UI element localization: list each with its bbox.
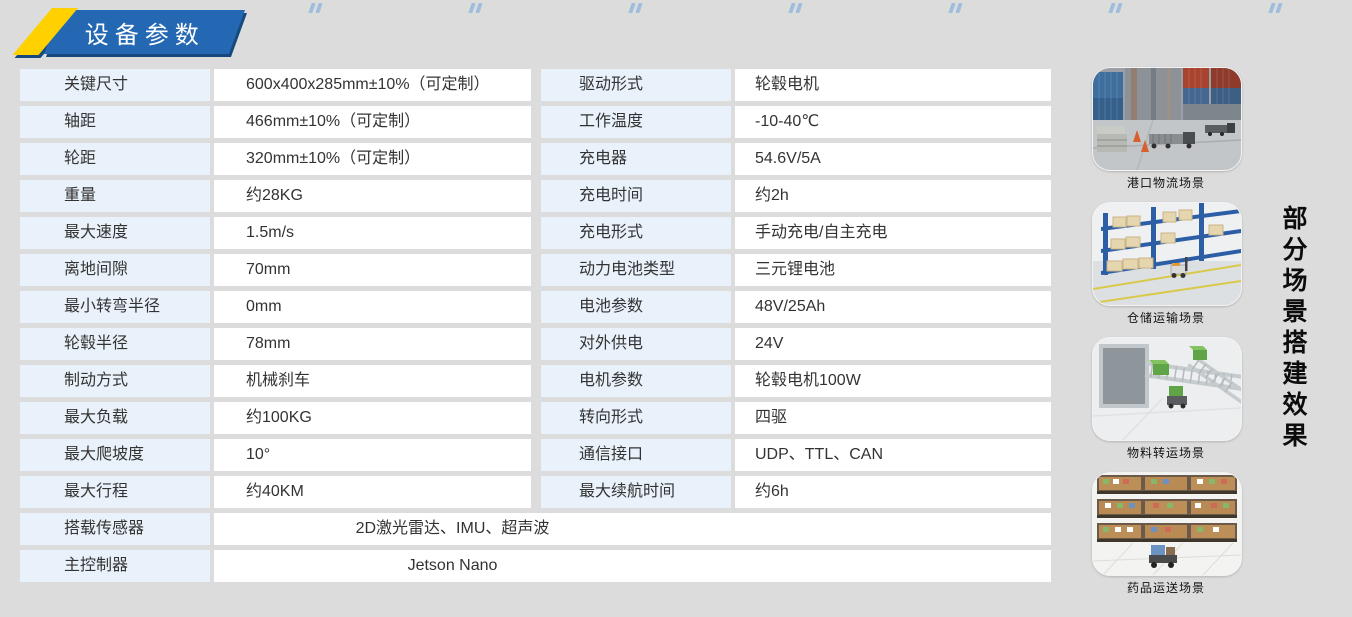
table-row: 制动方式 机械刹车 电机参数 轮毂电机100W <box>20 365 1051 397</box>
port-logistics-image <box>1092 67 1242 171</box>
spec-value: 1.5m/s <box>214 217 531 249</box>
spec-value: 四驱 <box>735 402 1051 434</box>
spec-label: 关键尺寸 <box>20 69 210 101</box>
spec-label: 搭载传感器 <box>20 513 210 545</box>
spec-label: 重量 <box>20 180 210 212</box>
spec-value: 轮毂电机 <box>735 69 1051 101</box>
scene-card: 港口物流场景 <box>1092 67 1242 191</box>
spec-value: 机械刹车 <box>214 365 531 397</box>
table-row: 最小转弯半径 0mm 电池参数 48V/25Ah <box>20 291 1051 323</box>
spec-value: 约100KG <box>214 402 531 434</box>
spec-label: 制动方式 <box>20 365 210 397</box>
spec-value: 466mm±10%（可定制） <box>214 106 531 138</box>
quote-mark-icon <box>308 0 324 13</box>
table-row: 最大爬坡度 10° 通信接口 UDP、TTL、CAN <box>20 439 1051 471</box>
spec-label: 通信接口 <box>541 439 731 471</box>
banner-blue-shape: 设备参数 <box>43 10 246 54</box>
spec-label: 轮毂半径 <box>20 328 210 360</box>
spec-label: 充电器 <box>541 143 731 175</box>
spec-label: 主控制器 <box>20 550 210 582</box>
table-row: 轮毂半径 78mm 对外供电 24V <box>20 328 1051 360</box>
spec-tables: 关键尺寸 600x400x285mm±10%（可定制） 驱动形式 轮毂电机 轴距… <box>20 69 1051 587</box>
table-row: 最大行程 约40KM 最大续航时间 约6h <box>20 476 1051 508</box>
table-row: 主控制器 Jetson Nano <box>20 550 1051 582</box>
spec-value: 70mm <box>214 254 531 286</box>
spec-label: 充电形式 <box>541 217 731 249</box>
spec-label: 最大爬坡度 <box>20 439 210 471</box>
spec-value: 约2h <box>735 180 1051 212</box>
medicine-delivery-image <box>1092 472 1242 576</box>
scene-caption: 港口物流场景 <box>1126 176 1205 190</box>
table-row: 轴距 466mm±10%（可定制） 工作温度 -10-40℃ <box>20 106 1051 138</box>
spec-value: 48V/25Ah <box>735 291 1051 323</box>
spec-label: 驱动形式 <box>541 69 731 101</box>
spec-label: 最大速度 <box>20 217 210 249</box>
spec-label: 工作温度 <box>541 106 731 138</box>
quote-mark-icon <box>1108 0 1124 13</box>
spec-label: 离地间隙 <box>20 254 210 286</box>
spec-value: 约28KG <box>214 180 531 212</box>
spec-label: 最大行程 <box>20 476 210 508</box>
spec-value: 轮毂电机100W <box>735 365 1051 397</box>
spec-label: 充电时间 <box>541 180 731 212</box>
spec-label: 最小转弯半径 <box>20 291 210 323</box>
spec-label: 最大负载 <box>20 402 210 434</box>
spec-value: 手动充电/自主充电 <box>735 217 1051 249</box>
table-row: 轮距 320mm±10%（可定制） 充电器 54.6V/5A <box>20 143 1051 175</box>
spec-value: UDP、TTL、CAN <box>735 439 1051 471</box>
spec-value: 0mm <box>214 291 531 323</box>
material-transfer-image <box>1092 337 1242 441</box>
spec-value: 78mm <box>214 328 531 360</box>
spec-value: 约40KM <box>214 476 531 508</box>
spec-label: 最大续航时间 <box>541 476 731 508</box>
scene-caption: 物料转运场景 <box>1126 446 1205 460</box>
table-row: 离地间隙 70mm 动力电池类型 三元锂电池 <box>20 254 1051 286</box>
table-row: 重量 约28KG 充电时间 约2h <box>20 180 1051 212</box>
spec-value: 10° <box>214 439 531 471</box>
scene-card: 仓储运输场景 <box>1092 202 1242 326</box>
spec-label: 转向形式 <box>541 402 731 434</box>
table-row: 关键尺寸 600x400x285mm±10%（可定制） 驱动形式 轮毂电机 <box>20 69 1051 101</box>
quote-mark-icon <box>628 0 644 13</box>
table-row: 搭载传感器 2D激光雷达、IMU、超声波 <box>20 513 1051 545</box>
spec-label: 轴距 <box>20 106 210 138</box>
spec-value: 24V <box>735 328 1051 360</box>
spec-label: 电池参数 <box>541 291 731 323</box>
spec-value: 约6h <box>735 476 1051 508</box>
scene-card: 药品运送场景 <box>1092 472 1242 596</box>
spec-value: 600x400x285mm±10%（可定制） <box>214 69 531 101</box>
spec-value: 三元锂电池 <box>735 254 1051 286</box>
spec-value: Jetson Nano <box>214 550 1051 582</box>
scene-caption: 药品运送场景 <box>1126 581 1205 595</box>
spec-value: 2D激光雷达、IMU、超声波 <box>214 513 1051 545</box>
spec-label: 电机参数 <box>541 365 731 397</box>
spec-value: 320mm±10%（可定制） <box>214 143 531 175</box>
scene-caption: 仓储运输场景 <box>1126 311 1205 325</box>
spec-label: 轮距 <box>20 143 210 175</box>
quote-mark-icon <box>1268 0 1284 13</box>
gallery-vertical-title: 部分场景搭建效果 <box>1279 205 1306 453</box>
spec-value: 54.6V/5A <box>735 143 1051 175</box>
quote-mark-icon <box>948 0 964 13</box>
page-title: 设备参数 <box>84 21 205 49</box>
quote-mark-icon <box>788 0 804 13</box>
scene-gallery: 港口物流场景 <box>1092 67 1242 607</box>
table-row: 最大负载 约100KG 转向形式 四驱 <box>20 402 1051 434</box>
table-row: 最大速度 1.5m/s 充电形式 手动充电/自主充电 <box>20 217 1051 249</box>
spec-value: -10-40℃ <box>735 106 1051 138</box>
scene-card: 物料转运场景 <box>1092 337 1242 461</box>
quote-mark-icon <box>468 0 484 13</box>
spec-label: 对外供电 <box>541 328 731 360</box>
warehouse-transport-image <box>1092 202 1242 306</box>
spec-label: 动力电池类型 <box>541 254 731 286</box>
